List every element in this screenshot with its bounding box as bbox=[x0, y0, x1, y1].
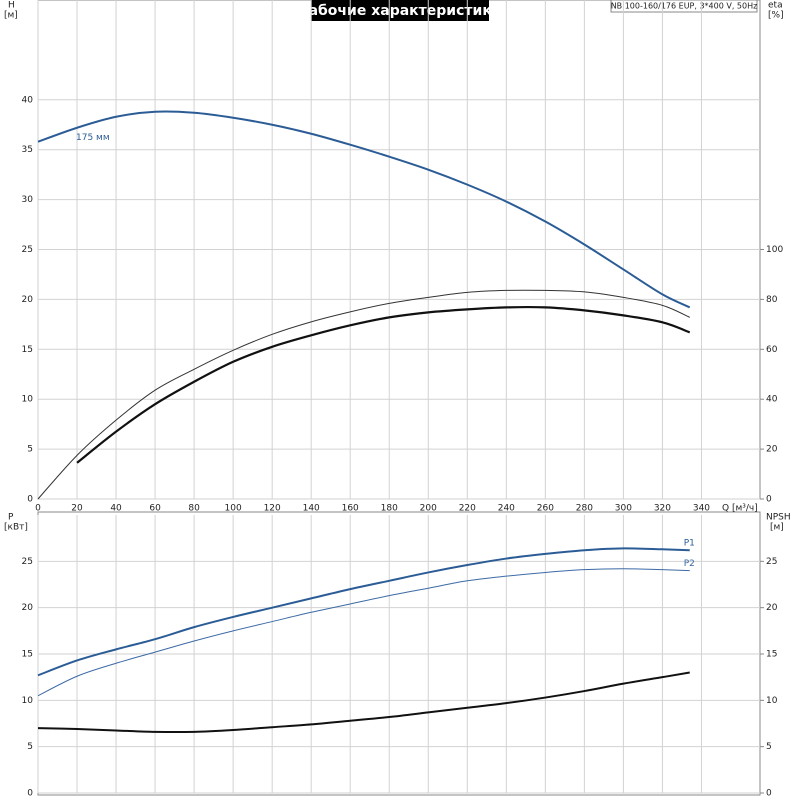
y-axis-unit: [м] bbox=[4, 11, 18, 21]
y2-tick-label: 0 bbox=[766, 495, 772, 505]
series-label: P2 bbox=[684, 559, 695, 569]
series-line bbox=[37, 547, 690, 677]
y2-tick-label: 100 bbox=[766, 245, 783, 255]
y-tick-label: 20 bbox=[22, 603, 34, 613]
series-line bbox=[76, 305, 691, 464]
x-axis-label: Q [м³/ч] bbox=[722, 504, 758, 514]
x-tick-label: 40 bbox=[110, 504, 122, 514]
y2-tick-label: 25 bbox=[766, 557, 777, 567]
x-tick-label: 140 bbox=[303, 504, 320, 514]
y-tick-label: 15 bbox=[22, 345, 33, 355]
y-axis-label: H bbox=[8, 1, 15, 11]
y2-axis-label: eta bbox=[768, 1, 783, 11]
series-label: 175 мм bbox=[76, 133, 110, 143]
series-line bbox=[37, 289, 690, 500]
y2-tick-label: 80 bbox=[766, 295, 778, 305]
y-axis-unit: [кВт] bbox=[4, 523, 28, 533]
chart-title: Рабочие характеристики bbox=[298, 3, 501, 19]
series-line bbox=[37, 110, 691, 309]
y-axis-label: P bbox=[8, 513, 14, 523]
y-tick-label: 25 bbox=[22, 245, 33, 255]
y-tick-label: 15 bbox=[22, 650, 33, 660]
x-tick-label: 0 bbox=[35, 504, 41, 514]
y2-tick-label: 20 bbox=[766, 445, 778, 455]
y-tick-label: 25 bbox=[22, 557, 33, 567]
y-tick-label: 10 bbox=[22, 696, 34, 706]
y2-tick-label: 5 bbox=[766, 742, 772, 752]
x-tick-label: 60 bbox=[149, 504, 161, 514]
y2-tick-label: 60 bbox=[766, 345, 778, 355]
x-tick-label: 220 bbox=[459, 504, 476, 514]
y-tick-label: 0 bbox=[27, 789, 33, 799]
y-tick-label: 40 bbox=[22, 95, 34, 105]
y2-axis-unit: [м] bbox=[770, 523, 784, 533]
series-line bbox=[37, 568, 690, 697]
y2-tick-label: 0 bbox=[766, 789, 772, 799]
model-label: NB 100-160/176 EUP, 3*400 V, 50Hz bbox=[611, 2, 758, 11]
series-label: P1 bbox=[684, 539, 695, 549]
y2-tick-label: 15 bbox=[766, 650, 777, 660]
x-tick-label: 180 bbox=[381, 504, 398, 514]
model-box bbox=[610, 0, 758, 13]
x-tick-label: 200 bbox=[420, 504, 437, 514]
y2-tick-label: 40 bbox=[766, 395, 778, 405]
y-tick-label: 0 bbox=[27, 495, 33, 505]
title-box bbox=[311, 0, 489, 21]
x-tick-label: 280 bbox=[576, 504, 593, 514]
y-tick-label: 5 bbox=[27, 445, 33, 455]
x-tick-label: 120 bbox=[264, 504, 281, 514]
x-tick-label: 100 bbox=[225, 504, 242, 514]
x-tick-label: 240 bbox=[498, 504, 515, 514]
y-tick-label: 30 bbox=[22, 195, 34, 205]
x-tick-label: 20 bbox=[71, 504, 83, 514]
x-tick-label: 260 bbox=[537, 504, 554, 514]
y-tick-label: 10 bbox=[22, 395, 34, 405]
x-tick-label: 340 bbox=[693, 504, 710, 514]
y-tick-label: 35 bbox=[22, 145, 33, 155]
y2-tick-label: 10 bbox=[766, 696, 778, 706]
x-tick-label: 320 bbox=[654, 504, 671, 514]
y-tick-label: 5 bbox=[27, 742, 33, 752]
y-tick-label: 20 bbox=[22, 295, 34, 305]
x-tick-label: 160 bbox=[342, 504, 359, 514]
y2-tick-label: 20 bbox=[766, 603, 778, 613]
y2-axis-label: NPSH bbox=[766, 513, 791, 523]
y2-axis-unit: [%] bbox=[768, 11, 784, 21]
x-tick-label: 300 bbox=[615, 504, 632, 514]
x-tick-label: 80 bbox=[188, 504, 200, 514]
series-line bbox=[37, 671, 690, 734]
